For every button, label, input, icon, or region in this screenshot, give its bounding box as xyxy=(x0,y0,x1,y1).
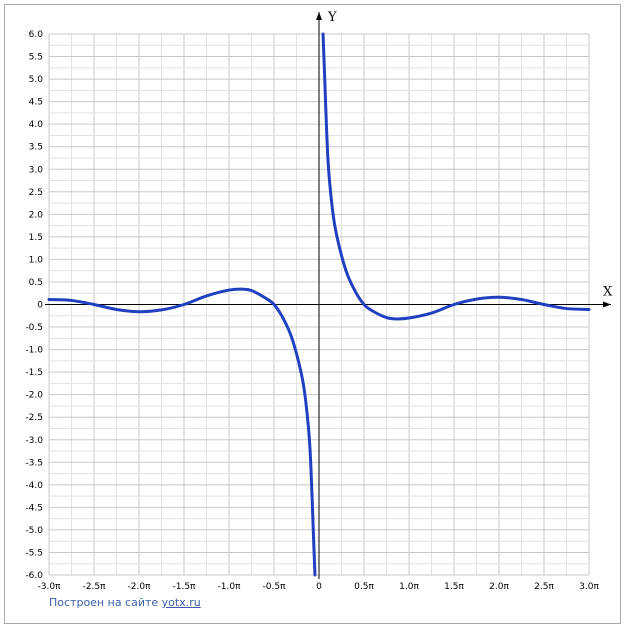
axes xyxy=(45,12,611,579)
y-tick-label: 6.0 xyxy=(29,30,44,40)
x-tick-label: 2.0π xyxy=(489,582,509,592)
y-tick-label: 3.5 xyxy=(29,143,43,153)
x-tick-label: 2.5π xyxy=(534,582,554,592)
y-tick-label: 4.5 xyxy=(29,98,43,108)
y-tick-label: 1.5 xyxy=(29,233,43,243)
x-tick-label: 3.0π xyxy=(579,582,599,592)
y-tick-label: -4.0 xyxy=(25,481,43,491)
x-axis-label: X xyxy=(603,285,613,300)
x-tick-label: -1.0π xyxy=(218,582,242,592)
y-tick-label: 5.0 xyxy=(29,75,44,85)
y-axis-arrow-icon xyxy=(316,12,322,20)
x-tick-label: 1.5π xyxy=(444,582,464,592)
y-tick-label: -5.5 xyxy=(25,548,43,558)
series-line-branch xyxy=(47,287,317,577)
tick-labels: X Y -3.0π -2.5π -2.0π -1.5π -1.0π -0.5π 0 0.5π 1.0… xyxy=(25,10,613,592)
y-tick-label: -1.0 xyxy=(25,346,43,356)
y-tick-label: -0.5 xyxy=(25,323,43,333)
y-tick-label: 2.0 xyxy=(29,210,44,220)
curves xyxy=(47,32,591,577)
x-tick-label: -1.5π xyxy=(173,582,197,592)
y-tick-label: 0.5 xyxy=(29,278,43,288)
y-tick-label: -6.0 xyxy=(25,571,43,581)
credit-text: Построен на сайте xyxy=(49,596,162,609)
y-tick-label: 5.5 xyxy=(29,53,43,63)
y-tick-label: 3.0 xyxy=(29,165,44,175)
x-tick-label: 1.0π xyxy=(399,582,419,592)
site-link[interactable]: yotx.ru xyxy=(161,596,201,609)
x-tick-label: 0.5π xyxy=(354,582,374,592)
series-line-branch xyxy=(321,32,591,321)
x-tick-label: -2.5π xyxy=(83,582,107,592)
y-tick-label: -5.0 xyxy=(25,526,43,536)
y-tick-label: -1.5 xyxy=(25,368,43,378)
x-tick-label: -2.0π xyxy=(128,582,152,592)
x-tick-label: -3.0π xyxy=(38,582,62,592)
x-tick-label: -0.5π xyxy=(263,582,287,592)
y-tick-label: -2.5 xyxy=(25,413,43,423)
y-tick-label: 4.0 xyxy=(29,120,44,130)
x-tick-label: 0 xyxy=(316,582,322,592)
y-tick-label: -4.5 xyxy=(25,503,43,513)
y-tick-label: -2.0 xyxy=(25,391,43,401)
y-tick-label: -3.5 xyxy=(25,458,43,468)
y-tick-label: 0 xyxy=(37,301,43,311)
y-tick-label: 2.5 xyxy=(29,188,43,198)
y-tick-label: -3.0 xyxy=(25,436,43,446)
site-credit: Построен на сайте yotx.ru xyxy=(49,596,201,609)
x-axis-arrow-icon xyxy=(603,301,611,308)
y-axis-label: Y xyxy=(327,10,337,25)
y-tick-label: 1.0 xyxy=(29,255,44,265)
